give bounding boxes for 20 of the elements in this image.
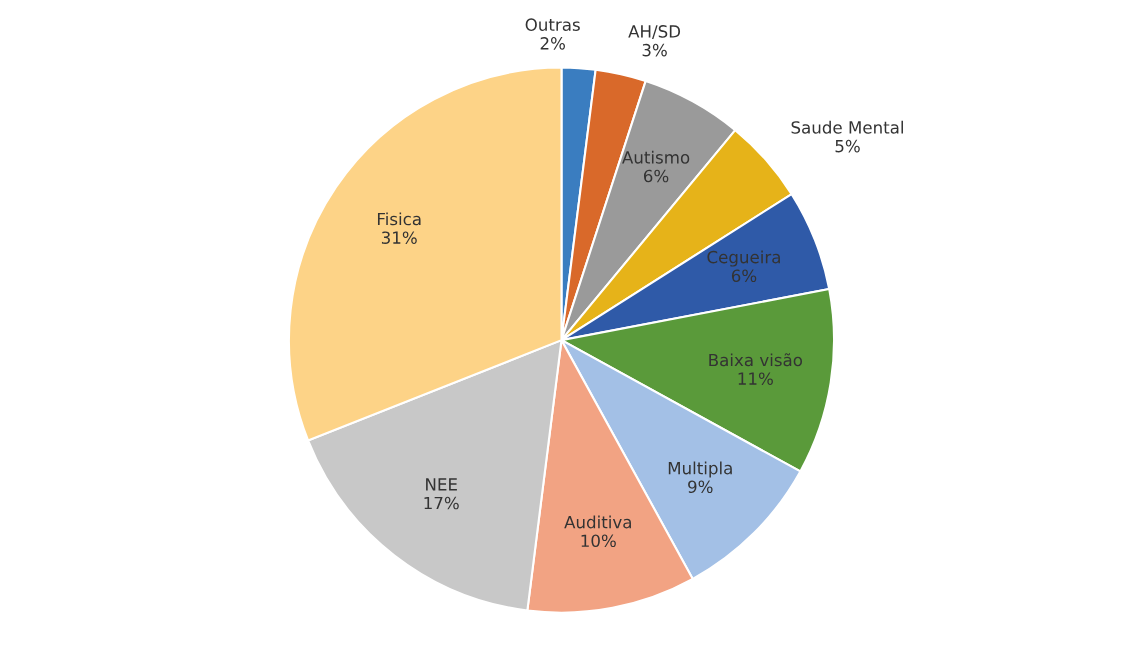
slice-label: Multipla <box>668 461 732 478</box>
data-label: 6% <box>731 269 757 283</box>
slice-label: Baixa visão <box>709 353 803 367</box>
data-label: 10% <box>581 534 616 548</box>
slice-label: Autismo <box>622 150 690 164</box>
data-label: 3% <box>642 43 667 57</box>
slice-label: AH/SD <box>628 25 681 40</box>
data-label: 9% <box>688 480 713 494</box>
slice-label: Cegueira <box>707 250 780 267</box>
slice-label: Outras <box>525 18 580 31</box>
slice-label: Auditiva <box>564 515 631 529</box>
data-label: 17% <box>424 496 459 510</box>
data-label: 5% <box>835 139 860 153</box>
data-label: 2% <box>540 37 565 50</box>
data-label: 31% <box>381 231 417 244</box>
slice-label: Saude Mental <box>791 120 903 134</box>
data-label: 6% <box>643 169 669 183</box>
data-label: 11% <box>738 372 773 385</box>
slice-label: NEE <box>426 478 457 491</box>
slice-label: Fisica <box>377 212 421 226</box>
